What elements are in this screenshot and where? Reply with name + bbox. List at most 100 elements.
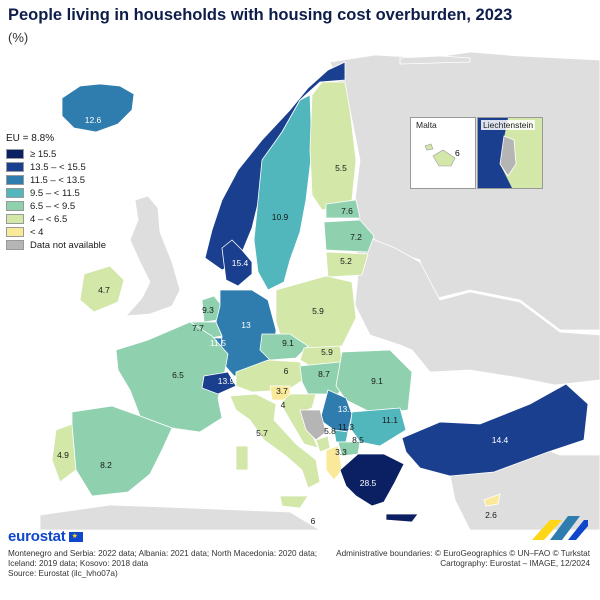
country-estonia [325, 199, 361, 219]
value-label-austria: 6 [284, 366, 289, 376]
liechtenstein-shape [499, 135, 517, 177]
value-label-kosovo: 11.3 [338, 422, 354, 432]
country-cyprus [483, 493, 501, 507]
value-label-cyprus: 2.6 [485, 510, 497, 520]
legend-label: 13.5 – < 15.5 [30, 161, 86, 173]
value-label-romania: 9.1 [371, 376, 383, 386]
value-label-poland: 5.9 [312, 306, 324, 316]
legend-label: ≥ 15.5 [30, 148, 57, 160]
map-title: People living in households with housing… [8, 6, 513, 24]
country-switzerland [201, 371, 237, 395]
value-label-montenegro: 5.8 [324, 426, 336, 436]
country-sweden [253, 94, 313, 291]
eurostat-decoration [532, 516, 588, 540]
land-belarus-ukraine [354, 231, 600, 386]
value-label-türkiye: 14.4 [492, 435, 509, 445]
legend-swatch [6, 149, 24, 159]
value-label-sweden: 10.9 [272, 212, 289, 222]
country-austria [235, 359, 307, 393]
malta-inset-title: Malta [414, 120, 439, 130]
value-label-ireland: 4.7 [98, 285, 110, 295]
malta-value-label: 6 [455, 148, 460, 158]
country-albania [325, 445, 343, 481]
footnote-line: Iceland: 2019 data; Kosovo: 2018 data [8, 559, 149, 568]
country-lithuania [325, 251, 369, 278]
eu-flag-icon [68, 532, 83, 543]
country-finland [309, 81, 357, 211]
legend-swatch [6, 201, 24, 211]
legend-item: 6.5 – < 9.5 [6, 200, 106, 212]
value-label-estonia: 7.6 [341, 206, 353, 216]
country-greece [339, 453, 405, 507]
value-label-denmark: 15.4 [232, 258, 249, 268]
legend-swatch [6, 227, 24, 237]
legend-swatch [6, 175, 24, 185]
legend-item: 9.5 – < 11.5 [6, 187, 106, 199]
value-label-hungary: 8.7 [318, 369, 330, 379]
legend-label: < 4 [30, 226, 44, 238]
value-label-albania: 3.3 [335, 447, 347, 457]
credits: Administrative boundaries: © EuroGeograp… [336, 549, 590, 569]
value-label-belgium: 7.7 [192, 323, 204, 333]
credits-line: Cartography: Eurostat – IMAGE, 12/2024 [440, 559, 590, 568]
country-sardinia [235, 445, 249, 471]
value-label-latvia: 7.2 [350, 232, 362, 242]
value-label-czechia: 9.1 [282, 338, 294, 348]
eurostat-logo-text: eurostat [8, 528, 66, 545]
legend-item: Data not available [6, 239, 106, 251]
value-label-slovakia: 5.9 [321, 347, 333, 357]
value-label-slovenia: 3.7 [276, 386, 288, 396]
value-label-north-macedonia: 8.5 [352, 435, 364, 445]
value-label-bulgaria: 11.1 [382, 415, 398, 425]
country-montenegro [315, 435, 331, 453]
value-label-italy: 5.7 [256, 428, 268, 438]
country-turkiye [401, 383, 589, 477]
source-note: Source: Eurostat (ilc_lvho07a) [8, 569, 118, 578]
legend-label: 6.5 – < 9.5 [30, 200, 76, 212]
country-denmark [221, 239, 253, 287]
legend-label: 9.5 – < 11.5 [30, 187, 80, 199]
value-label-spain: 8.2 [100, 460, 112, 470]
country-ireland [79, 265, 125, 313]
legend-swatch [6, 214, 24, 224]
eurostat-logo: eurostat [8, 528, 83, 545]
legend-item: < 4 [6, 226, 106, 238]
country-norway [204, 61, 346, 271]
legend-item: 13.5 – < 15.5 [6, 161, 106, 173]
value-label-luxembourg: 11.5 [210, 338, 226, 348]
legend-swatch [6, 162, 24, 172]
country-sicily [279, 495, 309, 509]
value-label-netherlands: 9.3 [202, 305, 214, 315]
legend-item: 4 – < 6.5 [6, 213, 106, 225]
value-label-finland: 5.5 [335, 163, 347, 173]
country-crete [385, 513, 419, 523]
land-uk [125, 195, 181, 317]
legend-label: 4 – < 6.5 [30, 213, 68, 225]
country-iceland [61, 83, 135, 133]
legend-swatch [6, 188, 24, 198]
value-label-france: 6.5 [172, 370, 184, 380]
value-label-iceland: 12.6 [85, 115, 102, 125]
country-france [115, 321, 229, 433]
malta-inset-map: 6 [424, 143, 460, 167]
country-italy [229, 393, 321, 489]
land-greenland-frag [399, 55, 471, 65]
legend: EU = 8.8% ≥ 15.5 13.5 – < 15.5 11.5 – < 13… [6, 133, 106, 252]
footnote-line: Montenegro and Serbia: 2022 data; Albani… [8, 549, 318, 558]
value-label-malta: 6 [311, 516, 316, 526]
legend-label: Data not available [30, 239, 107, 251]
value-label-croatia: 4 [281, 400, 286, 410]
legend-eu-average: EU = 8.8% [6, 133, 55, 144]
credits-line: Administrative boundaries: © EuroGeograp… [336, 549, 590, 558]
country-spain [71, 405, 173, 497]
country-bosnia [299, 409, 327, 441]
legend-label: 11.5 – < 13.5 [30, 174, 86, 186]
country-portugal [51, 423, 77, 483]
gozo-island-shape [424, 143, 434, 151]
country-croatia [281, 393, 319, 449]
liechtenstein-inset: Liechtenstein [477, 117, 543, 189]
switzerland-inset-area [478, 118, 512, 188]
footnotes: Montenegro and Serbia: 2022 data; Albani… [8, 549, 317, 579]
country-poland [275, 275, 357, 351]
value-label-lithuania: 5.2 [340, 256, 352, 266]
